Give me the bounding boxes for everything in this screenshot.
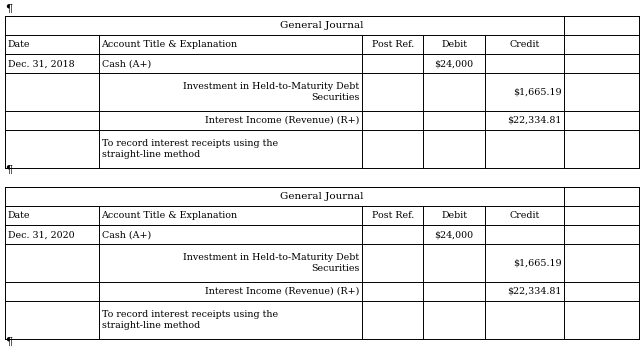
Text: Date: Date xyxy=(8,40,30,49)
Text: ¶: ¶ xyxy=(5,165,12,175)
Text: $24,000: $24,000 xyxy=(435,59,474,68)
Text: Dec. 31, 2018: Dec. 31, 2018 xyxy=(8,59,74,68)
Text: $24,000: $24,000 xyxy=(435,230,474,239)
Text: To record interest receipts using the
straight-line method: To record interest receipts using the st… xyxy=(102,139,278,158)
Text: $1,665.19: $1,665.19 xyxy=(513,88,562,97)
Bar xyxy=(5,187,639,206)
Text: Post Ref.: Post Ref. xyxy=(372,211,414,220)
Text: Debit: Debit xyxy=(441,211,467,220)
Bar xyxy=(5,111,639,130)
Text: Credit: Credit xyxy=(509,40,540,49)
Text: Post Ref.: Post Ref. xyxy=(372,40,414,49)
Bar xyxy=(5,301,639,339)
Text: ¶: ¶ xyxy=(5,337,12,347)
Bar xyxy=(5,54,639,73)
Bar xyxy=(5,244,639,282)
Bar xyxy=(5,282,639,301)
Text: Investment in Held-to-Maturity Debt
Securities: Investment in Held-to-Maturity Debt Secu… xyxy=(184,253,359,273)
Text: Account Title & Explanation: Account Title & Explanation xyxy=(102,40,238,49)
Text: Account Title & Explanation: Account Title & Explanation xyxy=(102,211,238,220)
Text: Date: Date xyxy=(8,211,30,220)
Bar xyxy=(5,35,639,54)
Text: Interest Income (Revenue) (R+): Interest Income (Revenue) (R+) xyxy=(205,116,359,125)
Bar xyxy=(5,130,639,168)
Bar xyxy=(5,206,639,225)
Text: $22,334.81: $22,334.81 xyxy=(507,116,562,125)
Text: Cash (A+): Cash (A+) xyxy=(102,59,151,68)
Text: Investment in Held-to-Maturity Debt
Securities: Investment in Held-to-Maturity Debt Secu… xyxy=(184,82,359,102)
Text: Debit: Debit xyxy=(441,40,467,49)
Text: General Journal: General Journal xyxy=(280,21,364,30)
Text: To record interest receipts using the
straight-line method: To record interest receipts using the st… xyxy=(102,310,278,329)
Bar xyxy=(5,16,639,35)
Text: $1,665.19: $1,665.19 xyxy=(513,259,562,268)
Text: Cash (A+): Cash (A+) xyxy=(102,230,151,239)
Text: Dec. 31, 2020: Dec. 31, 2020 xyxy=(8,230,74,239)
Bar xyxy=(5,73,639,111)
Text: Interest Income (Revenue) (R+): Interest Income (Revenue) (R+) xyxy=(205,287,359,296)
Text: General Journal: General Journal xyxy=(280,192,364,201)
Text: $22,334.81: $22,334.81 xyxy=(507,287,562,296)
Text: ¶: ¶ xyxy=(5,4,12,14)
Text: Credit: Credit xyxy=(509,211,540,220)
Bar xyxy=(5,225,639,244)
